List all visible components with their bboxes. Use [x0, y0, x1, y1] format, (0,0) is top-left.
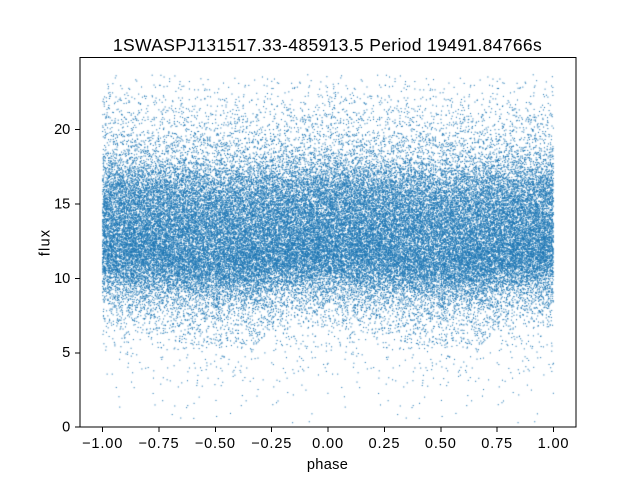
- svg-text:1.00: 1.00: [538, 436, 570, 452]
- svg-text:0.75: 0.75: [481, 436, 513, 452]
- svg-text:0.50: 0.50: [425, 436, 457, 452]
- svg-text:−0.75: −0.75: [138, 436, 179, 452]
- svg-text:flux: flux: [37, 229, 53, 257]
- svg-text:−0.50: −0.50: [195, 436, 236, 452]
- svg-text:0.25: 0.25: [369, 436, 401, 452]
- svg-text:1SWASPJ131517.33-485913.5 Peri: 1SWASPJ131517.33-485913.5 Period 19491.8…: [113, 35, 542, 55]
- svg-text:−0.25: −0.25: [251, 436, 292, 452]
- svg-text:phase: phase: [307, 457, 348, 473]
- svg-text:10: 10: [54, 271, 70, 287]
- svg-text:0: 0: [62, 420, 70, 436]
- svg-text:0.00: 0.00: [312, 436, 344, 452]
- svg-text:15: 15: [54, 196, 70, 212]
- svg-text:5: 5: [62, 345, 70, 361]
- svg-text:−1.00: −1.00: [82, 436, 123, 452]
- svg-text:20: 20: [54, 122, 70, 138]
